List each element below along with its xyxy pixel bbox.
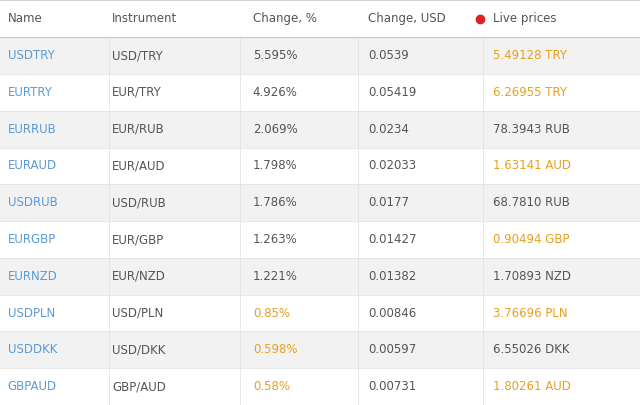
Text: USD/PLN: USD/PLN bbox=[112, 307, 163, 320]
Text: 0.0539: 0.0539 bbox=[368, 49, 409, 62]
Text: USD/DKK: USD/DKK bbox=[112, 343, 165, 356]
Text: 2.069%: 2.069% bbox=[253, 123, 298, 136]
FancyBboxPatch shape bbox=[0, 221, 640, 258]
Text: 1.798%: 1.798% bbox=[253, 160, 298, 173]
FancyBboxPatch shape bbox=[0, 37, 640, 74]
Text: 0.0177: 0.0177 bbox=[368, 196, 409, 209]
Text: EUR/RUB: EUR/RUB bbox=[112, 123, 164, 136]
FancyBboxPatch shape bbox=[0, 184, 640, 221]
FancyBboxPatch shape bbox=[0, 111, 640, 147]
Text: USDDKK: USDDKK bbox=[8, 343, 57, 356]
Text: 0.05419: 0.05419 bbox=[368, 86, 417, 99]
FancyBboxPatch shape bbox=[0, 0, 640, 37]
Text: 0.02033: 0.02033 bbox=[368, 160, 416, 173]
FancyBboxPatch shape bbox=[0, 258, 640, 295]
Text: 68.7810 RUB: 68.7810 RUB bbox=[493, 196, 570, 209]
Text: 0.00846: 0.00846 bbox=[368, 307, 416, 320]
Text: EUR/NZD: EUR/NZD bbox=[112, 270, 166, 283]
Text: 0.01427: 0.01427 bbox=[368, 233, 417, 246]
FancyBboxPatch shape bbox=[0, 368, 640, 405]
FancyBboxPatch shape bbox=[0, 295, 640, 331]
FancyBboxPatch shape bbox=[0, 331, 640, 368]
Text: EUR/AUD: EUR/AUD bbox=[112, 160, 166, 173]
Text: USDRUB: USDRUB bbox=[8, 196, 58, 209]
Text: 78.3943 RUB: 78.3943 RUB bbox=[493, 123, 570, 136]
Text: 1.221%: 1.221% bbox=[253, 270, 298, 283]
Text: 1.63141 AUD: 1.63141 AUD bbox=[493, 160, 571, 173]
Text: GBPAUD: GBPAUD bbox=[8, 380, 57, 393]
FancyBboxPatch shape bbox=[0, 147, 640, 184]
Text: 4.926%: 4.926% bbox=[253, 86, 298, 99]
Text: 0.90494 GBP: 0.90494 GBP bbox=[493, 233, 570, 246]
Text: EURGBP: EURGBP bbox=[8, 233, 56, 246]
Text: 6.55026 DKK: 6.55026 DKK bbox=[493, 343, 570, 356]
Text: EURRUB: EURRUB bbox=[8, 123, 56, 136]
Text: Change, USD: Change, USD bbox=[368, 12, 445, 25]
Text: 0.00731: 0.00731 bbox=[368, 380, 416, 393]
Text: EURNZD: EURNZD bbox=[8, 270, 58, 283]
Text: Live prices: Live prices bbox=[493, 12, 556, 25]
Text: 6.26955 TRY: 6.26955 TRY bbox=[493, 86, 567, 99]
Text: 0.0234: 0.0234 bbox=[368, 123, 409, 136]
Text: 0.85%: 0.85% bbox=[253, 307, 290, 320]
Text: 0.58%: 0.58% bbox=[253, 380, 290, 393]
Text: USD/RUB: USD/RUB bbox=[112, 196, 166, 209]
Text: EUR/GBP: EUR/GBP bbox=[112, 233, 164, 246]
Text: 5.595%: 5.595% bbox=[253, 49, 298, 62]
Text: USDTRY: USDTRY bbox=[8, 49, 54, 62]
Text: EURAUD: EURAUD bbox=[8, 160, 57, 173]
Text: Instrument: Instrument bbox=[112, 12, 177, 25]
Text: 0.00597: 0.00597 bbox=[368, 343, 416, 356]
Text: 1.70893 NZD: 1.70893 NZD bbox=[493, 270, 571, 283]
Text: 0.598%: 0.598% bbox=[253, 343, 298, 356]
Text: USDPLN: USDPLN bbox=[8, 307, 55, 320]
Text: 1.80261 AUD: 1.80261 AUD bbox=[493, 380, 571, 393]
FancyBboxPatch shape bbox=[0, 74, 640, 111]
Text: EURTRY: EURTRY bbox=[8, 86, 52, 99]
Text: GBP/AUD: GBP/AUD bbox=[112, 380, 166, 393]
Text: 1.786%: 1.786% bbox=[253, 196, 298, 209]
Text: EUR/TRY: EUR/TRY bbox=[112, 86, 162, 99]
Text: 0.01382: 0.01382 bbox=[368, 270, 416, 283]
Text: Name: Name bbox=[8, 12, 42, 25]
Text: 5.49128 TRY: 5.49128 TRY bbox=[493, 49, 567, 62]
Text: 3.76696 PLN: 3.76696 PLN bbox=[493, 307, 568, 320]
Text: 1.263%: 1.263% bbox=[253, 233, 298, 246]
Text: USD/TRY: USD/TRY bbox=[112, 49, 163, 62]
Text: Change, %: Change, % bbox=[253, 12, 317, 25]
